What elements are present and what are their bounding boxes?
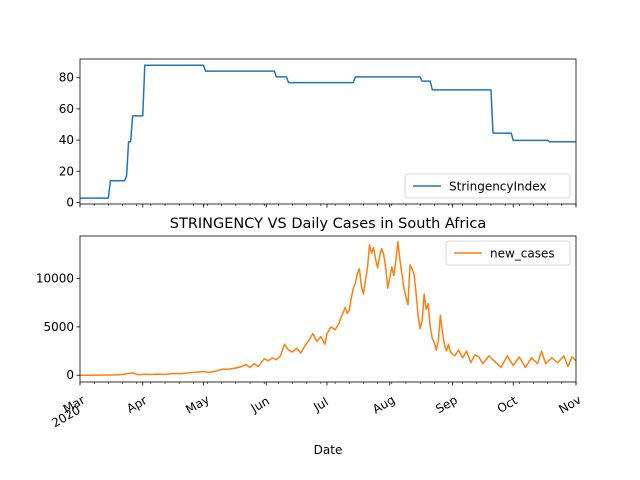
x-tick-label: Jul [310, 395, 330, 415]
legend-box [404, 173, 571, 199]
y-tick-label: 40 [59, 133, 74, 147]
legend-box [445, 240, 571, 266]
chart-panel-1: 0 20 40 60 80 StringencyIndex [59, 58, 577, 209]
legend-label: new_cases [490, 247, 555, 261]
y-tick-label: 80 [59, 71, 74, 85]
y-tick-label: 20 [59, 164, 74, 178]
y-tick-label: 10000 [36, 272, 74, 286]
y-tick-label: 60 [59, 102, 74, 116]
legend: new_cases [445, 240, 571, 266]
y-tick-label: 5000 [43, 320, 74, 334]
legend: StringencyIndex [404, 173, 571, 199]
legend-label: StringencyIndex [449, 180, 547, 194]
series-line-StringencyIndex [80, 64, 576, 199]
x-axis-label: Date [314, 443, 343, 457]
y-tick-label: 0 [66, 368, 74, 382]
series-line-new_cases [80, 241, 576, 376]
y-tick-label: 0 [66, 195, 74, 209]
chart-title: STRINGENCY VS Daily Cases in South Afric… [170, 216, 486, 232]
axes-frame [79, 235, 577, 383]
axes-frame [79, 58, 577, 205]
